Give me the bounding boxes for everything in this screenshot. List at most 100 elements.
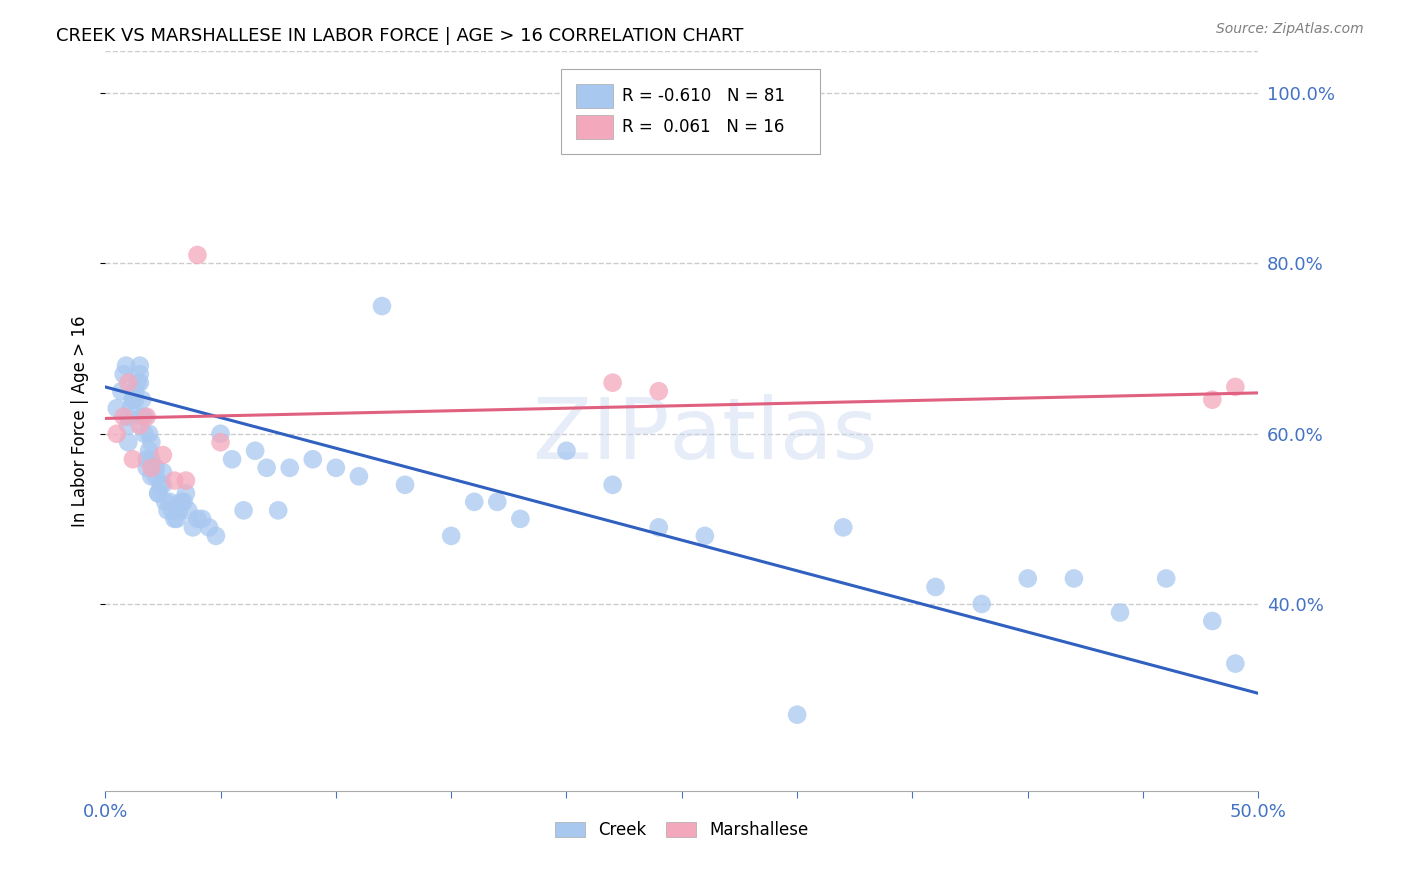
Point: [371, 299, 394, 313]
Point: [148, 486, 170, 500]
Point: [693, 529, 716, 543]
Point: [221, 452, 243, 467]
Text: ZIP​atlas: ZIP​atlas: [533, 394, 877, 477]
Point: [124, 384, 146, 399]
Point: [138, 426, 160, 441]
Point: [120, 401, 142, 416]
Point: [267, 503, 290, 517]
Point: [1063, 571, 1085, 585]
Point: [145, 460, 167, 475]
Point: [134, 409, 156, 424]
Point: [128, 367, 150, 381]
Point: [156, 503, 179, 517]
Point: [110, 384, 132, 399]
Point: [135, 409, 157, 424]
Point: [127, 376, 149, 390]
Point: [128, 376, 150, 390]
Point: [832, 520, 855, 534]
Point: [970, 597, 993, 611]
Point: [152, 448, 174, 462]
Point: [1225, 380, 1247, 394]
Point: [145, 469, 167, 483]
Point: [191, 512, 214, 526]
Point: [1201, 614, 1223, 628]
Point: [128, 418, 150, 433]
Legend: Creek, Marshallese: Creek, Marshallese: [548, 814, 815, 846]
Point: [152, 478, 174, 492]
Point: [347, 469, 370, 483]
Point: [486, 495, 509, 509]
Text: R = -0.610   N = 81: R = -0.610 N = 81: [621, 87, 785, 105]
Point: [602, 376, 624, 390]
Y-axis label: In Labor Force | Age > 16: In Labor Force | Age > 16: [72, 315, 89, 526]
Point: [159, 495, 181, 509]
Point: [209, 435, 232, 450]
Point: [124, 392, 146, 407]
Point: [177, 503, 200, 517]
Point: [198, 520, 221, 534]
Point: [117, 435, 139, 450]
Point: [186, 248, 208, 262]
Point: [167, 503, 190, 517]
Point: [149, 478, 172, 492]
Point: [153, 495, 176, 509]
Point: [174, 474, 197, 488]
Point: [141, 435, 163, 450]
FancyBboxPatch shape: [561, 70, 820, 154]
Text: Source: ZipAtlas.com: Source: ZipAtlas.com: [1216, 22, 1364, 37]
Point: [209, 426, 232, 441]
Point: [131, 409, 153, 424]
Point: [115, 359, 138, 373]
Point: [105, 426, 128, 441]
Point: [105, 401, 128, 416]
Point: [278, 460, 301, 475]
Point: [256, 460, 278, 475]
FancyBboxPatch shape: [575, 115, 613, 139]
Point: [555, 443, 578, 458]
Point: [181, 520, 204, 534]
Point: [117, 418, 139, 433]
Point: [648, 384, 671, 399]
Point: [138, 443, 160, 458]
Point: [648, 520, 671, 534]
Point: [786, 707, 808, 722]
Text: R =  0.061   N = 16: R = 0.061 N = 16: [621, 118, 785, 136]
Point: [117, 376, 139, 390]
Point: [148, 486, 170, 500]
Point: [924, 580, 946, 594]
Point: [152, 465, 174, 479]
Point: [301, 452, 323, 467]
Point: [602, 478, 624, 492]
Point: [1225, 657, 1247, 671]
Point: [325, 460, 347, 475]
Point: [1017, 571, 1039, 585]
Point: [394, 478, 416, 492]
Point: [440, 529, 463, 543]
Point: [463, 495, 485, 509]
Point: [135, 452, 157, 467]
Point: [186, 512, 208, 526]
Point: [205, 529, 228, 543]
Point: [166, 512, 188, 526]
Point: [131, 392, 153, 407]
Point: [122, 452, 145, 467]
Point: [173, 495, 195, 509]
Point: [170, 495, 193, 509]
FancyBboxPatch shape: [575, 84, 613, 108]
Point: [1154, 571, 1177, 585]
Point: [1201, 392, 1223, 407]
Point: [112, 409, 135, 424]
Point: [1109, 606, 1132, 620]
Text: CREEK VS MARSHALLESE IN LABOR FORCE | AGE > 16 CORRELATION CHART: CREEK VS MARSHALLESE IN LABOR FORCE | AG…: [56, 27, 744, 45]
Point: [135, 460, 157, 475]
Point: [509, 512, 531, 526]
Point: [141, 469, 163, 483]
Point: [141, 460, 163, 475]
Point: [160, 503, 183, 517]
Point: [141, 452, 163, 467]
Point: [163, 512, 186, 526]
Point: [232, 503, 254, 517]
Point: [174, 486, 197, 500]
Point: [163, 474, 186, 488]
Point: [112, 367, 135, 381]
